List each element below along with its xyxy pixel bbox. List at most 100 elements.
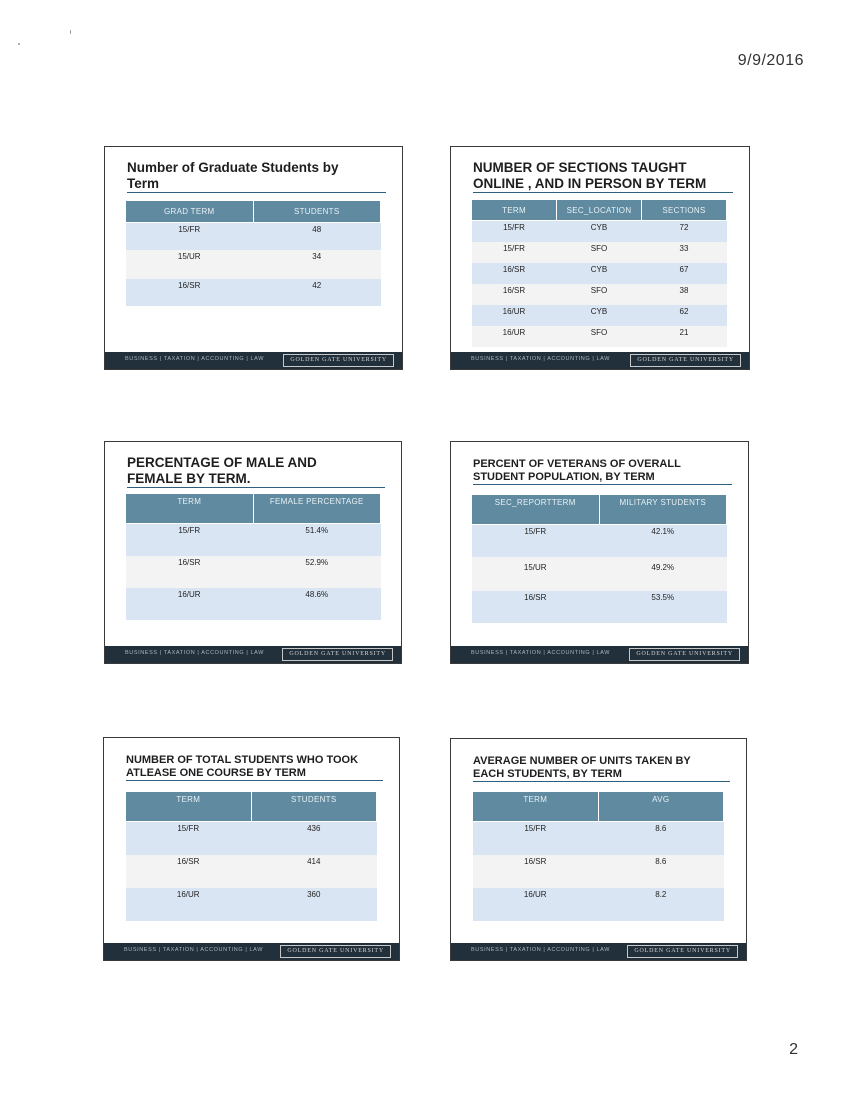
table-row: 16/UR SFO 21 — [471, 325, 727, 347]
table-cell: 15/FR — [471, 220, 557, 242]
slide-footer: BUSINESS | TAXATION | ACCOUNTING | LAW G… — [451, 352, 749, 369]
table-header-row: TERM FEMALE PERCENTAGE — [125, 493, 381, 524]
footer-nav-text: BUSINESS | TAXATION | ACCOUNTING | LAW — [471, 947, 611, 953]
slide-graduate-students: Number of Graduate Students by Term GRAD… — [104, 146, 403, 370]
page-date: 9/9/2016 — [737, 52, 804, 69]
table-row: 16/UR CYB 62 — [471, 304, 727, 326]
table-row: 16/UR 360 — [125, 887, 377, 921]
table-row: 15/FR CYB 72 — [471, 220, 727, 242]
table-cell: 16/SR — [125, 555, 253, 588]
column-header: FEMALE PERCENTAGE — [252, 493, 381, 524]
table-cell: 8.2 — [598, 887, 724, 921]
table-cell: 21 — [641, 325, 727, 347]
slide-footer: BUSINESS | TAXATION | ACCOUNTING | LAW G… — [104, 943, 399, 960]
slide-title-line: STUDENT POPULATION, BY TERM — [473, 470, 655, 483]
table-header-row: TERM STUDENTS — [125, 791, 377, 822]
table-row: 16/SR SFO 38 — [471, 283, 727, 305]
table-cell: 16/UR — [125, 587, 253, 620]
table-cell: 16/UR — [471, 325, 557, 347]
footer-nav-text: BUSINESS | TAXATION | ACCOUNTING | LAW — [124, 947, 264, 953]
table-row: 15/FR 8.6 — [472, 821, 724, 855]
table-cell: 67 — [641, 262, 727, 284]
table-cell: 15/FR — [125, 821, 251, 855]
slide-footer: BUSINESS | TAXATION | ACCOUNTING | LAW G… — [105, 646, 401, 663]
column-header: AVG — [597, 791, 724, 822]
column-header: SEC_LOCATION — [556, 199, 642, 221]
table-header-row: TERM AVG — [472, 791, 724, 822]
scan-speck — [70, 30, 71, 34]
table-cell: 8.6 — [598, 821, 724, 855]
table-cell: 8.6 — [598, 854, 724, 888]
data-table: SEC_REPORTTERM MILITARY STUDENTS 15/FR 4… — [471, 494, 727, 623]
slide-title: NUMBER OF SECTIONS TAUGHT ONLINE , AND I… — [473, 160, 733, 194]
data-table: TERM FEMALE PERCENTAGE 15/FR 51.4% 16/SR… — [125, 493, 381, 620]
column-header: SEC_REPORTTERM — [471, 494, 600, 525]
table-cell: SFO — [556, 241, 642, 263]
table-row: 15/FR 436 — [125, 821, 377, 855]
table-cell: 16/SR — [471, 262, 557, 284]
table-cell: 436 — [251, 821, 377, 855]
table-row: 16/SR CYB 67 — [471, 262, 727, 284]
column-header: TERM — [125, 493, 254, 524]
table-cell: CYB — [556, 262, 642, 284]
data-table: TERM AVG 15/FR 8.6 16/SR 8.6 16/UR 8.2 — [472, 791, 724, 921]
table-row: 16/SR 42 — [125, 278, 381, 306]
slide-male-female-percentage: PERCENTAGE OF MALE AND FEMALE BY TERM. T… — [104, 441, 402, 664]
table-cell: 15/FR — [472, 821, 598, 855]
column-header: STUDENTS — [252, 200, 381, 223]
slide-footer: BUSINESS | TAXATION | ACCOUNTING | LAW G… — [451, 646, 748, 663]
table-row: 16/UR 8.2 — [472, 887, 724, 921]
table-row: 15/UR 49.2% — [471, 556, 727, 591]
table-header-row: TERM SEC_LOCATION SECTIONS — [471, 199, 727, 221]
table-header-row: SEC_REPORTTERM MILITARY STUDENTS — [471, 494, 727, 525]
footer-nav-text: BUSINESS | TAXATION | ACCOUNTING | LAW — [471, 356, 611, 362]
table-cell: 16/SR — [471, 590, 599, 623]
data-table: TERM STUDENTS 15/FR 436 16/SR 414 16/UR … — [125, 791, 377, 921]
slide-title-line: NUMBER OF TOTAL STUDENTS WHO TOOK — [126, 754, 359, 766]
table-cell: 48 — [253, 222, 381, 250]
slide-title-line: ONLINE , AND IN PERSON BY TERM — [473, 175, 707, 191]
table-cell: 42.1% — [599, 524, 727, 557]
table-cell: CYB — [556, 220, 642, 242]
footer-nav-text: BUSINESS | TAXATION | ACCOUNTING | LAW — [125, 650, 265, 656]
table-cell: 72 — [641, 220, 727, 242]
slide-title-line: FEMALE BY TERM. — [127, 470, 251, 486]
table-cell: 16/SR — [471, 283, 557, 305]
column-header: TERM — [125, 791, 252, 822]
table-cell: SFO — [556, 325, 642, 347]
slide-title: NUMBER OF TOTAL STUDENTS WHO TOOK ATLEAS… — [126, 754, 383, 782]
table-cell: 16/SR — [125, 278, 253, 306]
table-cell: 414 — [251, 854, 377, 888]
data-table: GRAD TERM STUDENTS 15/FR 48 15/UR 34 16/… — [125, 200, 381, 306]
table-cell: 16/SR — [472, 854, 598, 888]
table-cell: 51.4% — [253, 523, 381, 556]
slide-title-line: ATLEASE ONE COURSE BY TERM — [126, 766, 306, 779]
table-row: 16/SR 53.5% — [471, 590, 727, 623]
table-cell: 15/FR — [125, 523, 253, 556]
table-cell: 38 — [641, 283, 727, 305]
slide-title: AVERAGE NUMBER OF UNITS TAKEN BY EACH ST… — [473, 755, 730, 783]
table-row: 15/FR SFO 33 — [471, 241, 727, 263]
page-number: 2 — [789, 1041, 798, 1058]
footer-nav-text: BUSINESS | TAXATION | ACCOUNTING | LAW — [471, 650, 611, 656]
slide-title: PERCENTAGE OF MALE AND FEMALE BY TERM. — [127, 455, 385, 489]
data-table: TERM SEC_LOCATION SECTIONS 15/FR CYB 72 … — [471, 199, 727, 347]
table-row: 16/UR 48.6% — [125, 587, 381, 620]
table-row: 16/SR 8.6 — [472, 854, 724, 888]
table-row: 15/FR 48 — [125, 222, 381, 250]
table-header-row: GRAD TERM STUDENTS — [125, 200, 381, 223]
university-logo: GOLDEN GATE UNIVERSITY — [280, 945, 391, 958]
table-cell: 15/FR — [125, 222, 253, 250]
table-cell: 15/FR — [471, 524, 599, 557]
university-logo: GOLDEN GATE UNIVERSITY — [629, 648, 740, 661]
column-header: TERM — [472, 791, 599, 822]
university-logo: GOLDEN GATE UNIVERSITY — [282, 648, 393, 661]
table-cell: 62 — [641, 304, 727, 326]
table-cell: 53.5% — [599, 590, 727, 623]
column-header: STUDENTS — [250, 791, 377, 822]
table-cell: 34 — [253, 249, 381, 279]
slide-title-line: NUMBER OF SECTIONS TAUGHT — [473, 160, 687, 175]
table-cell: CYB — [556, 304, 642, 326]
slide-title-line: PERCENTAGE OF MALE AND — [127, 455, 317, 470]
table-cell: 16/UR — [125, 887, 251, 921]
